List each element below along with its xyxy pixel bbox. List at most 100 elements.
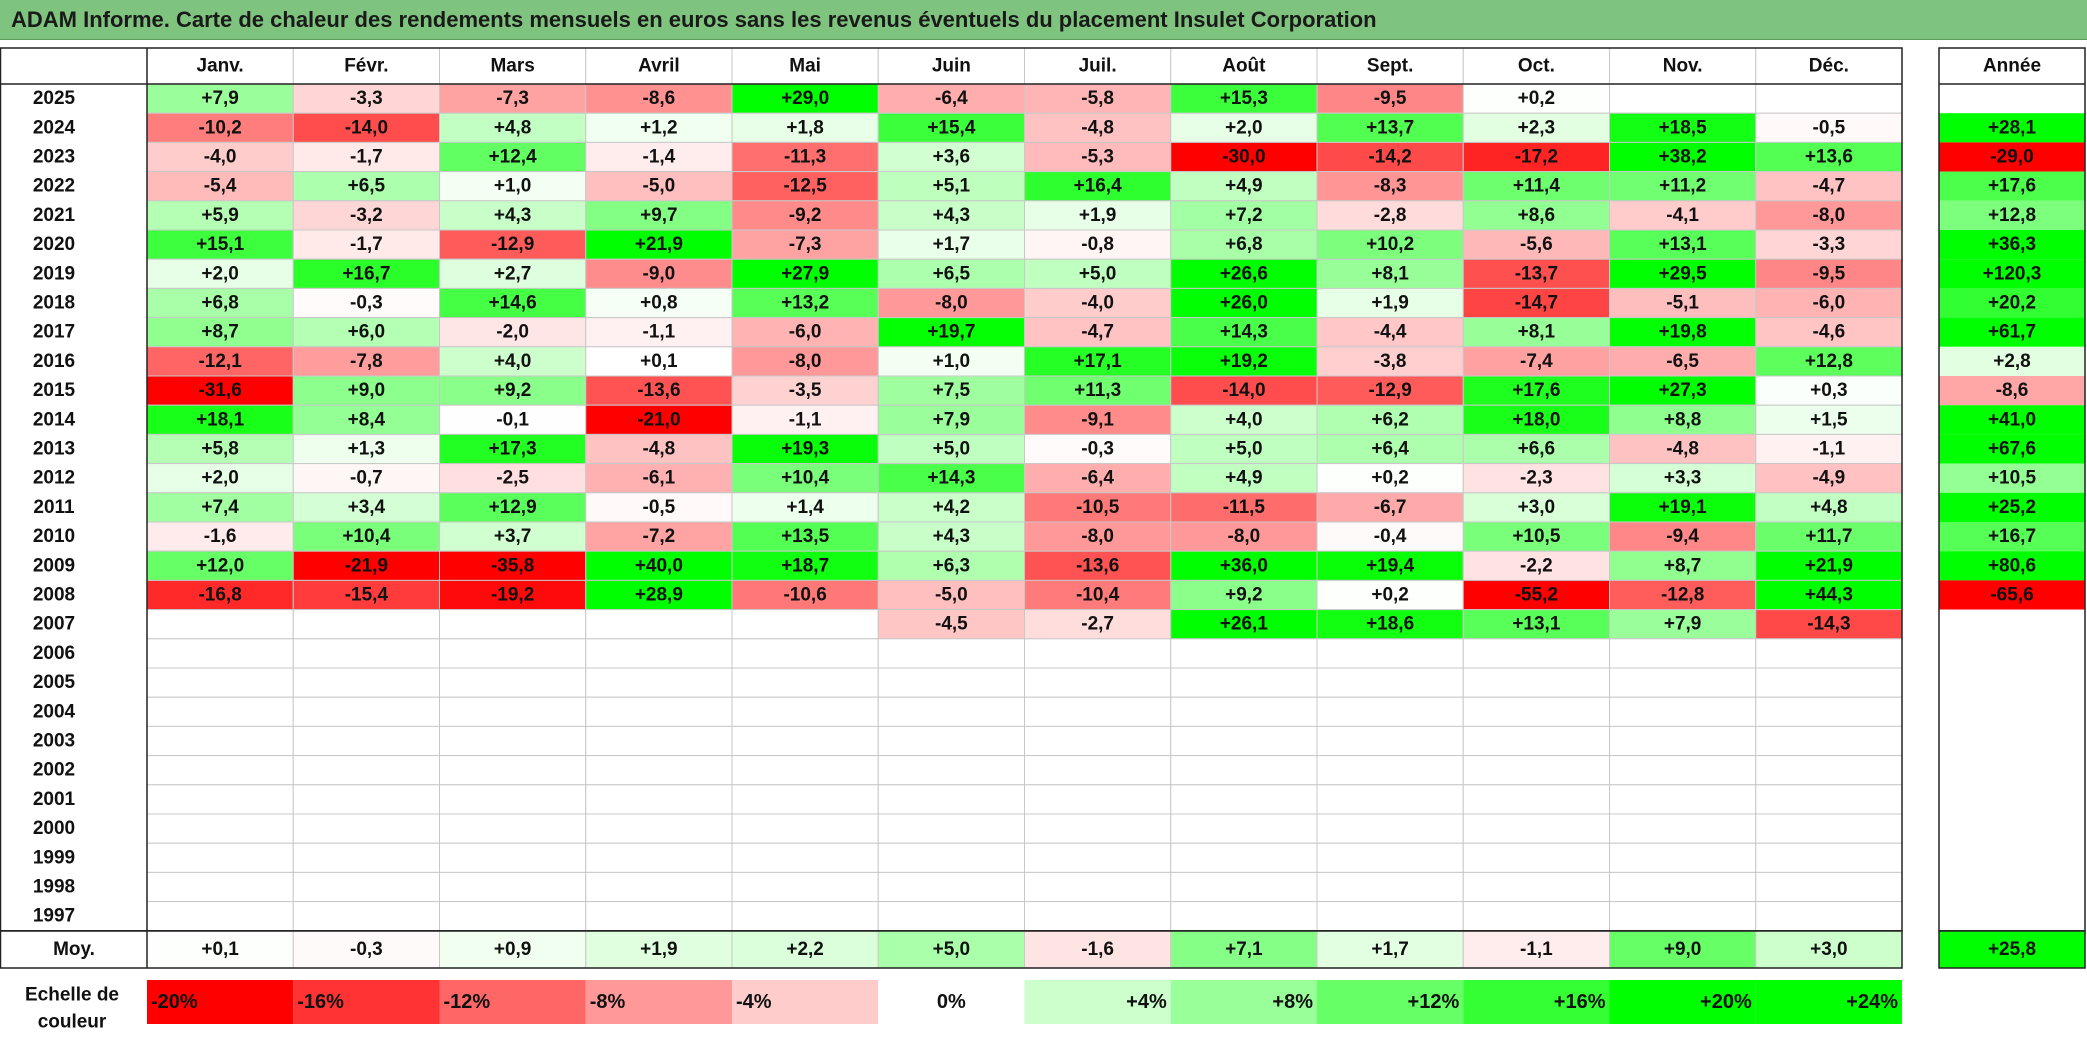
average-value: -0,3 xyxy=(350,939,383,960)
heat-cell xyxy=(877,667,1025,698)
heat-cell xyxy=(1024,696,1172,727)
year-label-2001: 2001 xyxy=(33,789,76,810)
cell-value: +17,3 xyxy=(489,439,537,460)
heat-cell xyxy=(1462,638,1610,669)
average-border xyxy=(0,930,1903,969)
cell-value: +1,9 xyxy=(1079,205,1117,226)
heat-cell xyxy=(877,609,1025,640)
heat-cell xyxy=(585,696,733,727)
heat-cell xyxy=(292,141,440,173)
heat-cell xyxy=(1316,725,1464,757)
annual-cell xyxy=(1939,405,2085,435)
heat-cell xyxy=(1024,317,1172,348)
cell-value: -5,3 xyxy=(1081,147,1114,168)
year-label-2017: 2017 xyxy=(33,322,75,343)
cell-value: -8,3 xyxy=(1374,176,1407,197)
annual-value: -8,6 xyxy=(1996,380,2029,401)
heat-cell xyxy=(731,725,879,757)
heat-cell xyxy=(877,696,1025,727)
cell-value: -3,3 xyxy=(1813,234,1846,255)
heat-cell xyxy=(877,755,1025,786)
heat-cell xyxy=(877,404,1025,435)
heat-cell xyxy=(585,667,733,698)
chart-title: ADAM Informe. Carte de chaleur des rende… xyxy=(11,7,1377,32)
heat-cell xyxy=(585,404,733,435)
month-header-cell xyxy=(292,47,440,85)
year-label-2006: 2006 xyxy=(33,643,75,664)
heat-cell xyxy=(585,83,733,114)
cell-value: -8,6 xyxy=(643,88,676,109)
cell-value: +3,3 xyxy=(1664,468,1702,489)
cell-value: +27,9 xyxy=(781,263,829,284)
cell-value: +13,2 xyxy=(781,293,829,314)
heat-cell xyxy=(1170,433,1318,465)
heat-cell xyxy=(877,346,1025,377)
heat-cell xyxy=(585,521,733,552)
scale-swatch xyxy=(1317,980,1464,1024)
scale-swatch xyxy=(732,980,879,1024)
heat-cell xyxy=(1609,112,1757,143)
heat-cell xyxy=(292,871,440,903)
heat-cell xyxy=(146,871,294,903)
heat-cell xyxy=(877,521,1025,552)
annual-value: +20,2 xyxy=(1988,293,2036,314)
heat-cell xyxy=(731,842,879,873)
cell-value: +10,4 xyxy=(781,468,830,489)
year-label-2016: 2016 xyxy=(33,351,75,372)
cell-value: -13,7 xyxy=(1515,263,1558,284)
heat-cell xyxy=(1755,842,1903,873)
cell-value: +5,9 xyxy=(201,205,239,226)
heat-cell xyxy=(585,813,733,844)
cell-value: +1,4 xyxy=(786,497,824,518)
cell-value: +1,8 xyxy=(786,117,824,138)
cell-value: -0,7 xyxy=(350,468,383,489)
annual-value: +61,7 xyxy=(1988,322,2036,343)
cell-value: +4,2 xyxy=(933,497,971,518)
year-label-2000: 2000 xyxy=(33,818,75,839)
annual-value: +2,8 xyxy=(1993,351,2031,372)
cell-value: +6,4 xyxy=(1371,439,1409,460)
heat-cell xyxy=(877,141,1025,173)
month-header-cell xyxy=(877,47,1025,85)
heat-cell xyxy=(1462,83,1610,114)
cell-value: -14,0 xyxy=(345,117,388,138)
heat-cell xyxy=(731,638,879,669)
cell-value: +29,5 xyxy=(1659,263,1708,284)
cell-value: -9,4 xyxy=(1666,526,1699,547)
heat-cell xyxy=(1462,784,1610,815)
cell-value: +15,1 xyxy=(196,234,245,255)
heat-cell xyxy=(731,871,879,903)
cell-value: +15,4 xyxy=(927,117,976,138)
cell-value: -10,4 xyxy=(1076,585,1120,606)
cell-value: -0,5 xyxy=(643,497,676,518)
cell-value: +0,3 xyxy=(1810,380,1848,401)
cell-value: +1,9 xyxy=(1371,293,1409,314)
cell-value: +8,1 xyxy=(1371,263,1409,284)
cell-value: +7,9 xyxy=(933,409,971,430)
cell-value: -0,5 xyxy=(1813,117,1846,138)
cell-value: +28,9 xyxy=(635,585,683,606)
heat-cell xyxy=(877,171,1025,202)
heat-cell xyxy=(731,901,879,932)
heat-cell xyxy=(146,755,294,786)
scale-label: +8% xyxy=(1272,991,1313,1013)
year-label-2003: 2003 xyxy=(33,731,75,752)
cell-value: +7,9 xyxy=(1664,614,1702,635)
annual-value: +36,3 xyxy=(1988,234,2036,255)
heat-cell xyxy=(146,842,294,873)
cell-value: -9,0 xyxy=(643,263,676,284)
cell-value: +19,7 xyxy=(927,322,975,343)
cell-value: +18,5 xyxy=(1659,117,1708,138)
heat-cell xyxy=(731,784,879,815)
cell-value: -9,5 xyxy=(1374,88,1407,109)
year-label-2014: 2014 xyxy=(33,409,76,430)
cell-value: +6,6 xyxy=(1518,439,1556,460)
cell-value: +17,6 xyxy=(1512,380,1560,401)
heat-cell xyxy=(877,258,1025,289)
cell-value: +8,7 xyxy=(1664,555,1702,576)
heat-cell xyxy=(1024,83,1172,114)
heat-cell xyxy=(1170,871,1318,903)
cell-value: -10,5 xyxy=(1076,497,1120,518)
heat-cell xyxy=(1024,433,1172,465)
annual-cell xyxy=(1939,200,2085,230)
